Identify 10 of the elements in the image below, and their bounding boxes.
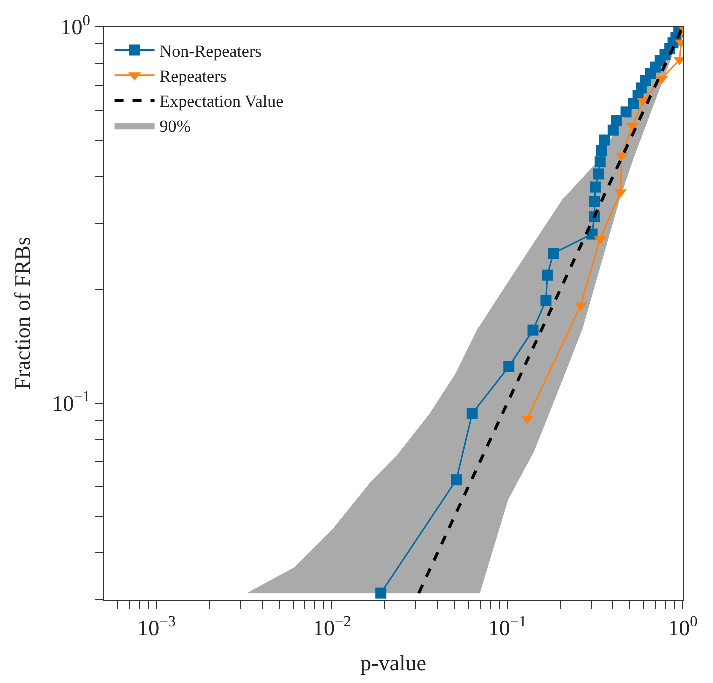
x-axis-title: p-value xyxy=(360,650,426,676)
x-tick-label: 10$^{0}$ xyxy=(668,613,698,640)
x-tick-label: 10$^{−2}$ xyxy=(313,613,352,640)
legend-label: 90% xyxy=(160,117,191,136)
legend-label: Repeaters xyxy=(160,67,227,86)
y-axis-title: Fraction of FRBs xyxy=(10,237,35,390)
legend-label: Expectation Value xyxy=(160,92,284,112)
x-tick-label: 10$^{−3}$ xyxy=(138,613,176,640)
legend-label: Non-Repeaters xyxy=(160,42,262,61)
x-tick-label: 10$^{−1}$ xyxy=(488,613,527,640)
